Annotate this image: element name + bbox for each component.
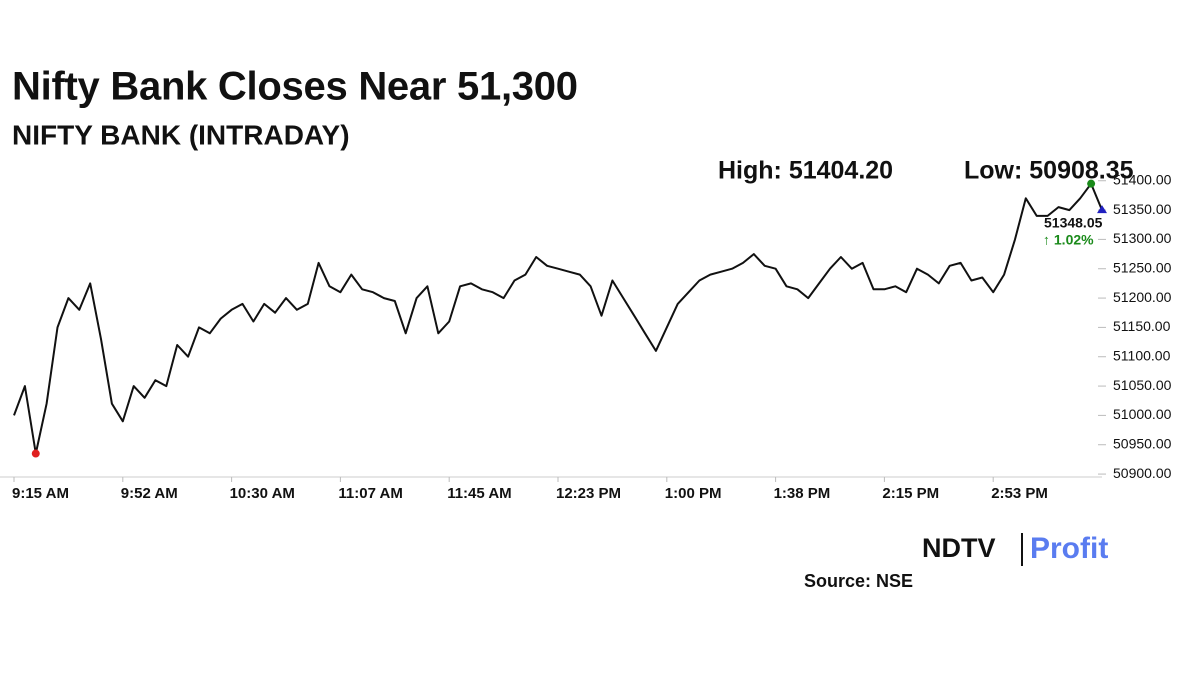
x-tick-label: 2:53 PM <box>991 485 1048 502</box>
x-tick-label: 2:15 PM <box>882 485 939 502</box>
brand-ndtv: NDTV <box>922 533 996 563</box>
source: Source: NSE <box>804 571 913 591</box>
x-tick-label: 1:00 PM <box>665 485 722 502</box>
y-tick-label: 51000.00 <box>1113 406 1172 422</box>
change-label: ↑ 1.02% <box>1043 232 1094 248</box>
y-tick-label: 50950.00 <box>1113 435 1172 451</box>
low-marker <box>31 449 40 458</box>
y-tick-label: 51400.00 <box>1113 171 1172 187</box>
x-tick-label: 10:30 AM <box>230 485 295 502</box>
x-tick-label: 1:38 PM <box>774 485 831 502</box>
y-tick-label: 51250.00 <box>1113 259 1172 275</box>
x-tick-label: 9:15 AM <box>12 485 69 502</box>
y-tick-label: 51150.00 <box>1113 318 1171 334</box>
close-label: 51348.05 <box>1044 215 1103 231</box>
y-tick-label: 50900.00 <box>1113 465 1172 481</box>
x-tick-label: 12:23 PM <box>556 485 621 502</box>
chart-subtitle: NIFTY BANK (INTRADAY) <box>12 119 350 150</box>
x-tick-label: 11:07 AM <box>338 485 402 502</box>
close-marker <box>1097 205 1107 214</box>
high-label: High: 51404.20 <box>718 157 893 185</box>
y-tick-label: 51200.00 <box>1113 289 1172 305</box>
y-tick-label: 51050.00 <box>1113 377 1172 393</box>
brand-profit: Profit <box>1030 532 1108 565</box>
price-line <box>13 182 1103 455</box>
x-tick-label: 11:45 AM <box>447 485 511 502</box>
high-marker <box>1087 179 1096 188</box>
y-tick-label: 51100.00 <box>1113 347 1171 363</box>
y-tick-label: 51350.00 <box>1113 201 1172 217</box>
low-label: Low: 50908.35 <box>964 157 1134 185</box>
chart-title: Nifty Bank Closes Near 51,300 <box>12 65 578 109</box>
y-tick-label: 51300.00 <box>1113 230 1172 246</box>
x-tick-label: 9:52 AM <box>121 485 178 502</box>
